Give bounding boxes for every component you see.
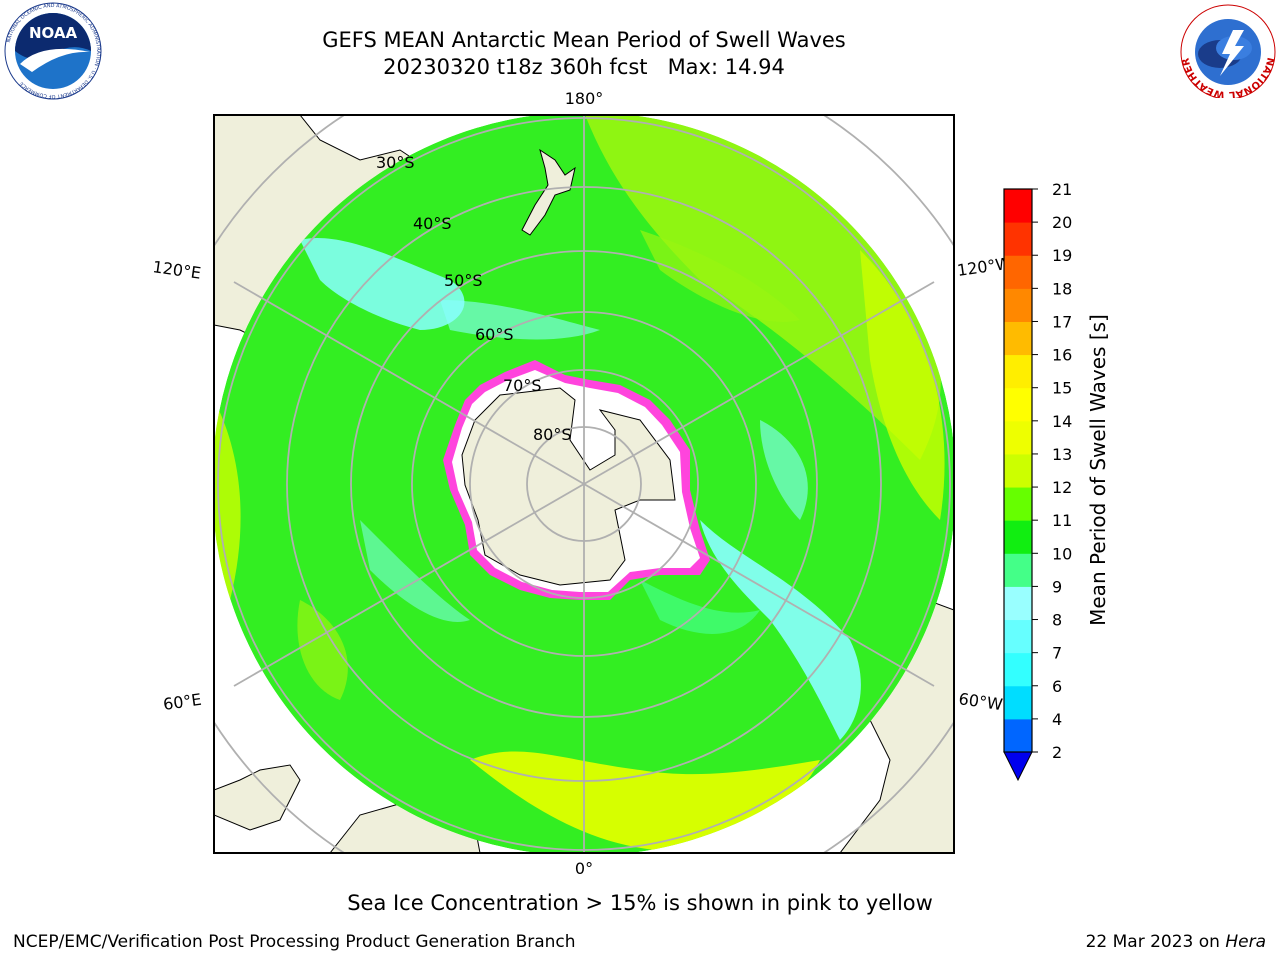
colorbar-ticks: 2 4 6 7 8 9 10 11 12 13 14 15 16 17 18 19 20 21: [1032, 180, 1072, 762]
lat-label-50s: 50°S: [444, 271, 483, 290]
footer-credit: NCEP/EMC/Verification Post Processing Pr…: [13, 932, 576, 952]
map-title: GEFS MEAN Antarctic Mean Period of Swell…: [322, 28, 846, 52]
colorbar-tick-label: 2: [1052, 743, 1062, 762]
colorbar-tick-label: 14: [1052, 412, 1072, 431]
lon-label-180: 180°: [565, 89, 604, 108]
colorbar-tick-label: 13: [1052, 445, 1072, 464]
lon-label-0: 0°: [575, 859, 593, 878]
colorbar-block: [1004, 586, 1032, 621]
colorbar-block: [1004, 553, 1032, 587]
colorbar-tick-label: 21: [1052, 180, 1072, 199]
colorbar-tick-label: 12: [1052, 478, 1072, 497]
colorbar-block: [1004, 619, 1032, 654]
colorbar-block: [1004, 685, 1032, 720]
colorbar-block: [1004, 420, 1032, 455]
colorbar-title: Mean Period of Swell Waves [s]: [1086, 314, 1110, 626]
footer-date: 22 Mar 2023 on Hera: [1085, 932, 1266, 952]
lat-label-30s: 30°S: [376, 153, 415, 172]
colorbar-blocks: [1004, 189, 1032, 753]
colorbar-block: [1004, 453, 1032, 488]
colorbar-tick-label: 17: [1052, 312, 1072, 331]
colorbar-block: [1004, 354, 1032, 389]
colorbar-block: [1004, 288, 1032, 322]
colorbar-tick-label: 10: [1052, 544, 1072, 563]
lat-label-80s: 80°S: [533, 425, 572, 444]
colorbar-block: [1004, 255, 1032, 289]
map-subtitle: 20230320 t18z 360h fcst Max: 14.94: [383, 55, 785, 79]
colorbar-block: [1004, 387, 1032, 422]
colorbar-tick-label: 16: [1052, 346, 1072, 365]
colorbar-extend-triangle: [1003, 751, 1033, 782]
colorbar-block: [1004, 222, 1032, 256]
colorbar-block: [1004, 189, 1032, 223]
lat-label-60s: 60°S: [475, 325, 514, 344]
colorbar-tick-label: 6: [1052, 677, 1062, 696]
colorbar-tick-label: 20: [1052, 213, 1072, 232]
colorbar-tick-label: 19: [1052, 246, 1072, 265]
nws-logo: NATIONAL WEATHER SERVICE: [1178, 2, 1276, 98]
colorbar-tick-label: 4: [1052, 710, 1062, 729]
lat-label-70s: 70°S: [503, 376, 542, 395]
colorbar-block: [1004, 652, 1032, 687]
colorbar-tick-label: 9: [1052, 577, 1062, 596]
colorbar-block: [1004, 321, 1032, 356]
noaa-logo: NOAA NATIONAL OCEANIC AND ATMOSPHERIC AD…: [4, 2, 102, 100]
footer-machine: Hera: [1225, 932, 1266, 952]
colorbar-tick-label: 11: [1052, 511, 1072, 530]
graticule: [214, 115, 954, 853]
colorbar-tick-label: 7: [1052, 644, 1062, 663]
lat-label-40s: 40°S: [413, 214, 452, 233]
colorbar-block: [1004, 520, 1032, 554]
colorbar-tick-label: 18: [1052, 279, 1072, 298]
colorbar-block: [1004, 487, 1032, 521]
colorbar-block: [1004, 718, 1032, 753]
colorbar-tick-label: 15: [1052, 379, 1072, 398]
colorbar-tick-label: 8: [1052, 611, 1062, 630]
sea-ice-note: Sea Ice Concentration > 15% is shown in …: [347, 891, 933, 915]
noaa-logo-text: NOAA: [29, 24, 78, 42]
